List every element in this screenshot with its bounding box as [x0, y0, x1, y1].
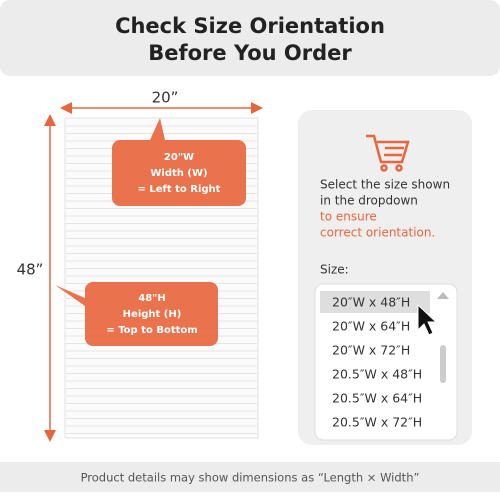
title-line: Before You Order	[148, 41, 352, 65]
height-callout	[55, 282, 218, 346]
width-label: 20”	[152, 89, 179, 107]
dropdown-option[interactable]: 20.5″W x 72″H	[332, 415, 422, 430]
callout-text: Height (H)	[123, 309, 182, 320]
cart-icon	[366, 134, 410, 172]
size-label: Size:	[320, 263, 349, 277]
scrollbar[interactable]	[440, 345, 446, 383]
selected-row	[320, 291, 430, 313]
scroll-up[interactable]	[437, 292, 449, 299]
height-label: 48”	[17, 261, 44, 279]
dropdown-option[interactable]: 20″W x 64″H	[332, 319, 410, 334]
footer-band	[0, 462, 500, 492]
header-band	[0, 0, 500, 76]
callout-text: = Left to Right	[138, 184, 221, 195]
cursor	[417, 303, 438, 336]
width-callout	[112, 118, 246, 206]
info-text: in the dropdown	[320, 194, 418, 208]
callout-text: = Top to Bottom	[106, 325, 197, 336]
info-highlight: to ensure	[320, 210, 377, 224]
info-highlight: correct orientation.	[320, 226, 435, 240]
dropdown-option[interactable]: 20.5″W x 64″H	[332, 391, 422, 406]
callout-text: Width (W)	[150, 168, 207, 179]
footer-text: Product details may show dimensions as “…	[81, 471, 420, 485]
callout-text: 48"H	[138, 293, 166, 304]
dropdown-option[interactable]: 20.5″W x 48″H	[332, 367, 422, 382]
callout-text: 20"W	[164, 152, 194, 163]
info-text: Select the size shown	[320, 178, 450, 192]
title-line: Check Size Orientation	[115, 14, 385, 38]
dropdown-option[interactable]: 20″W x 48″H	[332, 295, 410, 310]
dropdown-option[interactable]: 20″W x 72″H	[332, 343, 410, 358]
